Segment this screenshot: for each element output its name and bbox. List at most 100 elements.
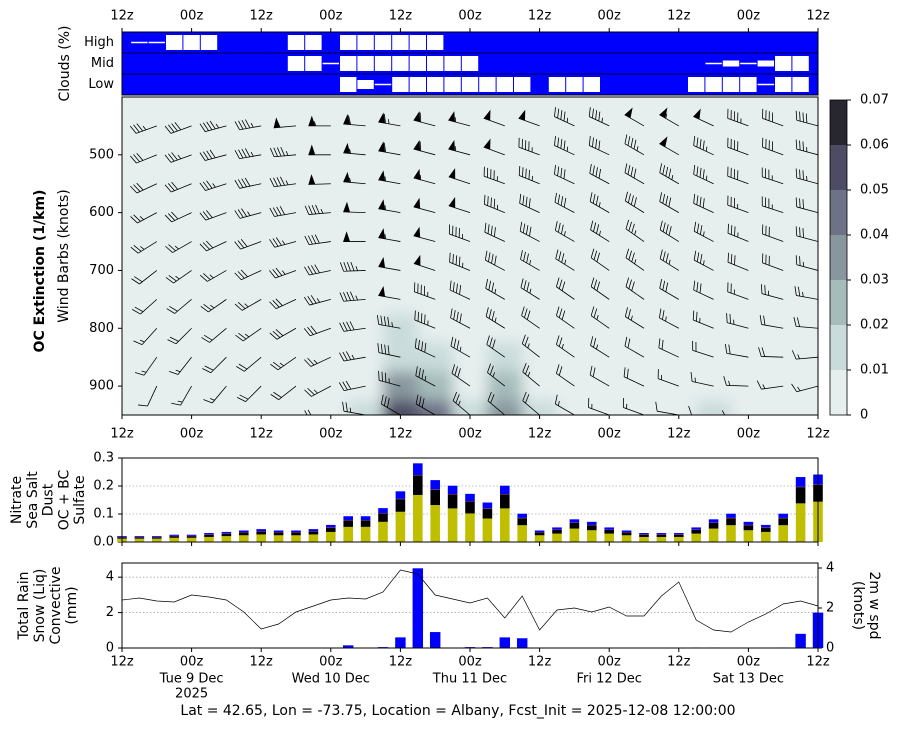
extinction-cell	[591, 313, 628, 344]
extinction-cell	[278, 111, 314, 141]
y-axis-label: Wind Barbs (knots)	[56, 189, 72, 322]
wind-barb	[723, 376, 749, 387]
wind-barb	[129, 152, 157, 164]
extinction-cell	[209, 227, 245, 257]
aerosol-bar	[430, 480, 440, 490]
cloud-cell	[374, 83, 392, 86]
cloud-cell	[444, 77, 461, 92]
wind-barb	[483, 138, 505, 156]
extinction-cell	[383, 342, 419, 373]
extinction-cell	[731, 140, 767, 170]
wind-barb	[129, 123, 157, 134]
aerosol-bar	[691, 527, 701, 530]
aerosol-bar	[413, 475, 423, 495]
extinction-cell	[122, 342, 140, 373]
plot-area	[122, 107, 818, 415]
wind-barb	[308, 115, 331, 127]
extinction-cell	[661, 198, 697, 228]
extinction-cell	[313, 284, 349, 315]
wind-barb	[520, 278, 540, 300]
wind-barb	[756, 380, 784, 390]
extinction-cell	[765, 342, 802, 373]
wind-barb	[164, 152, 192, 163]
extinction-cell	[800, 169, 818, 199]
wind-barb	[448, 168, 471, 185]
row-label: High	[84, 35, 114, 50]
wind-barb	[588, 107, 610, 127]
y-tick-label: 600	[89, 205, 114, 220]
wind-barb	[199, 210, 227, 221]
cloud-cell	[392, 56, 409, 71]
aerosol-bar	[656, 533, 667, 535]
wind-barb	[234, 208, 262, 219]
extinction-cell	[383, 256, 419, 286]
wind-barb	[487, 391, 506, 415]
extinction-cell	[243, 227, 280, 257]
aerosol-bar	[395, 511, 406, 542]
aerosol-bar	[534, 535, 545, 542]
wind-barb	[378, 257, 401, 271]
extinction-cell	[696, 371, 732, 402]
extinction-cell	[765, 256, 802, 286]
legend-label: Sea Salt	[25, 471, 41, 529]
precip-bar	[499, 637, 511, 648]
extinction-cell	[209, 284, 245, 315]
extinction-cell	[487, 140, 523, 170]
x-tick-label: 00z	[458, 427, 482, 442]
wind-barb	[134, 356, 158, 376]
wind-barb	[164, 122, 192, 134]
wind-barb	[727, 108, 749, 127]
extinction-cell	[122, 256, 140, 286]
x-tick-label: 12z	[528, 9, 552, 24]
cloud-cell	[722, 77, 740, 92]
extinction-cell	[383, 169, 419, 199]
aerosol-bar	[517, 525, 527, 542]
extinction-cell	[557, 256, 593, 286]
extinction-cell	[452, 111, 488, 141]
wind-barb	[234, 299, 262, 311]
wind-barb	[452, 391, 471, 415]
aerosol-bar	[743, 525, 754, 531]
extinction-cell	[487, 256, 523, 286]
wind-barb	[555, 306, 575, 329]
extinction-cell	[800, 313, 818, 344]
aerosol-bar	[273, 530, 284, 533]
y2-axis-label: 2m w spd	[866, 572, 882, 640]
extinction-cell	[626, 256, 662, 286]
extinction-cell	[626, 140, 662, 170]
wind-barb	[484, 250, 505, 271]
extinction-cell	[731, 111, 767, 141]
cloud-cell	[705, 77, 722, 92]
wind-barb	[762, 137, 784, 156]
wind-barb	[518, 137, 540, 156]
aerosol-bar	[239, 530, 249, 533]
aerosol-bar	[708, 519, 719, 523]
extinction-cell	[731, 371, 767, 402]
extinction-cell	[522, 169, 558, 199]
extinction-cell	[765, 400, 802, 415]
extinction-cell	[243, 111, 280, 141]
wind-barb	[693, 193, 714, 213]
extinction-cell	[591, 198, 628, 228]
wind-barb	[520, 250, 540, 271]
aerosol-bar	[761, 527, 771, 532]
aerosol-bar	[621, 535, 632, 542]
wind-barb	[199, 149, 227, 161]
extinction-cell	[731, 284, 767, 315]
wind-barb	[165, 241, 192, 253]
wind-barb	[795, 139, 818, 156]
extinction-cell	[313, 313, 349, 344]
extinction-cell	[417, 140, 454, 170]
wind-barb	[236, 356, 262, 372]
extinction-cell	[209, 169, 245, 199]
colorbar-band	[830, 235, 847, 280]
wind-barb	[343, 201, 366, 214]
cloud-cell	[131, 41, 148, 44]
legend-label: Nitrate	[9, 476, 25, 524]
wind-barb	[758, 347, 784, 358]
extinction-cell	[139, 227, 175, 257]
x-tick-label: 12z	[528, 655, 552, 670]
extinction-cell	[661, 111, 697, 141]
wind-barb	[304, 234, 331, 246]
extinction-cell	[313, 400, 349, 415]
